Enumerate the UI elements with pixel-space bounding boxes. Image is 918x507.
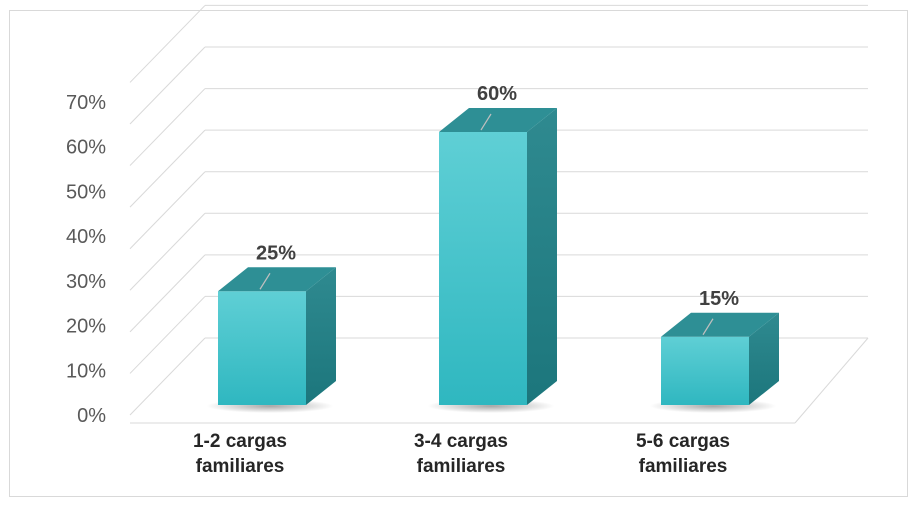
gridline-diagonal xyxy=(129,129,206,208)
x-tick-label: familiares xyxy=(417,456,506,477)
x-tick-label: 5-6 cargas xyxy=(636,431,730,452)
x-tick-label: 3-4 cargas xyxy=(414,431,508,452)
y-axis: 0% 10% 20% 30% 40% 50% 60% 70% xyxy=(66,92,106,427)
bar-top xyxy=(661,312,779,337)
data-label-leader xyxy=(702,318,714,336)
bar xyxy=(661,312,779,405)
gridline-diagonal xyxy=(129,212,206,291)
data-label-leader xyxy=(480,113,492,131)
y-tick-label: 50% xyxy=(66,181,106,203)
data-label: 15% xyxy=(699,288,739,310)
y-tick-label: 20% xyxy=(66,316,106,338)
y-tick-label: 70% xyxy=(66,92,106,114)
bar-front xyxy=(439,132,527,405)
bar xyxy=(439,108,557,405)
x-axis: 1-2 cargas familiares 3-4 cargas familiares… xyxy=(193,431,730,477)
y-tick-label: 0% xyxy=(77,405,106,427)
bar xyxy=(218,267,336,405)
x-tick-label: familiares xyxy=(196,456,285,477)
gridline-diagonal xyxy=(129,296,206,374)
y-tick-label: 60% xyxy=(66,137,106,159)
bar-top xyxy=(218,267,336,292)
gridline-diagonal xyxy=(129,46,206,125)
floor-edge xyxy=(794,337,869,424)
data-label: 60% xyxy=(477,83,517,105)
bars xyxy=(218,108,779,405)
bar-side xyxy=(306,267,336,405)
y-tick-label: 10% xyxy=(66,360,106,382)
data-label: 25% xyxy=(256,242,296,264)
gridline-diagonal xyxy=(129,88,206,166)
x-tick-label: familiares xyxy=(639,456,728,477)
x-tick-label: 1-2 cargas xyxy=(193,431,287,452)
gridline-diagonal xyxy=(129,337,206,416)
bar-top xyxy=(439,108,557,132)
bar-front xyxy=(661,336,749,405)
bar-side xyxy=(749,312,779,405)
gridline-diagonal xyxy=(129,254,206,333)
gridline-diagonal xyxy=(129,5,206,83)
bar-front xyxy=(218,291,306,405)
y-tick-label: 30% xyxy=(66,271,106,293)
y-tick-label: 40% xyxy=(66,226,106,248)
bar-side xyxy=(527,108,557,405)
data-labels: 25% 60% 15% xyxy=(256,83,739,336)
data-label-leader xyxy=(259,272,271,290)
gridline-diagonal xyxy=(129,171,206,250)
